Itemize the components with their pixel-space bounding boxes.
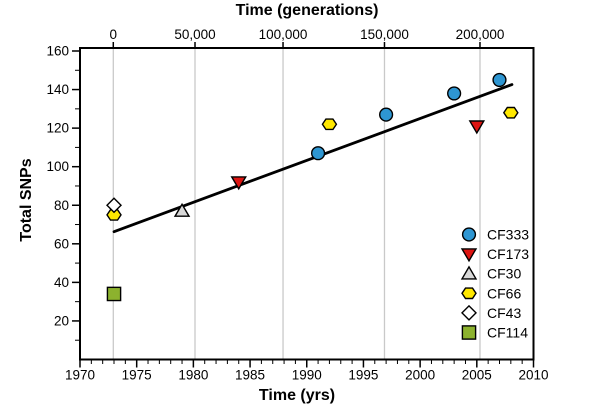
legend-marker-CF114 (461, 325, 477, 340)
data-point-CF173 (468, 120, 486, 135)
legend-marker-CF30 (460, 265, 478, 280)
legend-marker-CF43 (461, 304, 477, 321)
snp-tick-label: 100 (46, 159, 69, 174)
legend-marker-CF66 (461, 287, 477, 300)
year-tick-label: 1980 (178, 368, 208, 383)
snp-tick-label: 20 (54, 313, 69, 328)
generations-tick-label: 100,000 (259, 27, 308, 42)
gridlines (112, 48, 481, 360)
year-tick-label: 2000 (405, 368, 435, 383)
legend-label-CF114: CF114 (487, 325, 528, 341)
data-point-CF30 (173, 202, 191, 217)
snp-axis: 20 40 60 80 100 120 140 160 (46, 44, 79, 341)
generations-tick-label: 150,000 (360, 27, 409, 42)
year-axis: 1970 1975 1980 1985 1990 1995 2000 2005 2010 (65, 360, 549, 383)
snp-tick-label: 140 (46, 82, 69, 97)
legend-label-CF30: CF30 (487, 266, 521, 282)
snp-tick-label: 60 (54, 236, 69, 251)
year-tick-label: 1985 (235, 368, 265, 383)
year-tick-label: 2010 (518, 368, 548, 383)
top-axis-title: Time (generations) (235, 2, 379, 19)
year-tick-label: 2005 (462, 368, 492, 383)
data-point-CF43 (106, 197, 123, 214)
data-point-CF333 (310, 146, 326, 161)
generations-tick-label: 50,000 (174, 27, 215, 42)
data-point-CF333 (379, 107, 394, 122)
series-CF30 (173, 202, 191, 217)
data-point-CF333 (447, 86, 462, 101)
series-CF114 (106, 286, 122, 302)
series-CF173 (230, 120, 486, 191)
data-point-CF66 (321, 118, 338, 131)
generations-tick-label: 200,000 (456, 27, 505, 42)
year-tick-label: 1995 (348, 368, 378, 383)
snp-tick-label: 120 (46, 121, 69, 136)
data-point-CF114 (106, 286, 122, 302)
series-CF66 (106, 106, 519, 221)
snp-tick-label: 160 (46, 44, 69, 59)
data-point-CF66 (502, 106, 519, 119)
year-tick-label: 1975 (122, 368, 152, 383)
x-axis-title: Time (yrs) (258, 387, 336, 404)
generations-tick-label: 0 (110, 27, 118, 42)
year-tick-label: 1990 (292, 368, 322, 383)
legend: CF333 CF173 CF30 CF66 CF43 CF114 (460, 227, 529, 341)
legend-marker-CF333 (461, 227, 477, 242)
legend-label-CF333: CF333 (487, 227, 529, 243)
plot-frame (79, 47, 535, 361)
snp-tick-label: 80 (54, 198, 69, 213)
legend-marker-CF173 (460, 248, 478, 263)
snp-tick-label: 40 (54, 275, 69, 290)
generations-axis: 0 50,000 100,000 150,000 200,000 (110, 27, 505, 47)
legend-label-CF66: CF66 (487, 285, 521, 301)
series-CF333 (310, 72, 507, 161)
year-tick-label: 1970 (65, 368, 95, 383)
series-CF43 (106, 197, 123, 214)
data-point-CF333 (492, 72, 507, 88)
legend-label-CF173: CF173 (487, 246, 529, 262)
legend-label-CF43: CF43 (487, 305, 521, 321)
data-point-CF173 (230, 176, 247, 191)
